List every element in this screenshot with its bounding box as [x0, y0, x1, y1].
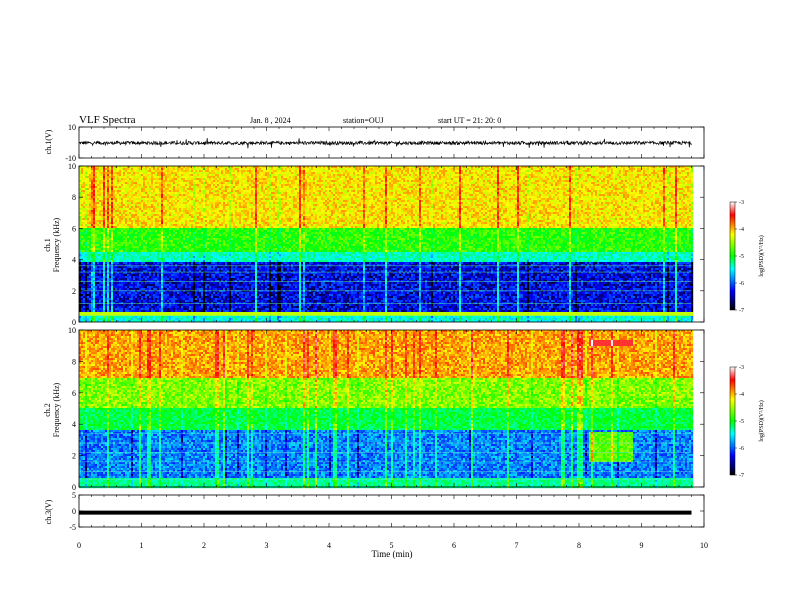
ch3-waveform-ytick-label: 5 — [72, 491, 76, 500]
ch2-colorbar-tick-label: -5 — [739, 419, 744, 425]
ch2-colorbar-tick-label: -3 — [739, 365, 744, 371]
ch1-waveform-ylabel: ch.1(V) — [44, 129, 53, 154]
ch2-spectrogram-ylabel-frequency: Frequency (kHz) — [52, 382, 61, 437]
ch2-spectrogram-ytick-label: 2 — [72, 452, 76, 461]
ch2-spectrogram-ytick-label: 10 — [68, 326, 76, 335]
ch2-spectrogram-ytick-label: 8 — [72, 357, 76, 366]
ch3-waveform-ytick-label: 0 — [72, 507, 76, 516]
ch1-colorbar-tick-label: -5 — [739, 254, 744, 260]
ch1-colorbar-label: log(PSD)(V²/Hz) — [758, 235, 765, 276]
x-tick-label: 6 — [452, 541, 456, 550]
ch1-colorbar-tick-label: -6 — [739, 281, 744, 287]
figure-title: VLF Spectra — [79, 114, 136, 126]
ch1-spectrogram-ytick-label: 10 — [68, 162, 76, 171]
ch2-colorbar-tick-label: -7 — [739, 473, 744, 479]
ch1-waveform-trace — [79, 138, 692, 148]
ch1-spectrogram-ytick-label: 8 — [72, 193, 76, 202]
ch2-colorbar-tick-label: -4 — [739, 392, 744, 398]
ch2-spectrogram-ylabel-channel: ch.2 — [43, 403, 52, 417]
ch1-spectrogram-ylabel-channel: ch.1 — [43, 238, 52, 252]
ch3-waveform-panel: 5 0 -5 — [69, 491, 704, 532]
x-tick-label: 10 — [700, 541, 708, 550]
ch1-colorbar-tick-label: -7 — [739, 308, 744, 314]
x-tick-label: 7 — [515, 541, 519, 550]
station-label: station=OUJ — [343, 116, 384, 125]
start-time-label: start UT = 21: 20: 0 — [438, 116, 501, 125]
x-axis-label: Time (min) — [372, 549, 413, 559]
ch1-spectrogram-image — [79, 166, 693, 322]
ch2-spectrogram-ytick-label: 4 — [72, 420, 76, 429]
ch2-spectrogram-image — [79, 330, 693, 488]
ch1-spectrogram-ytick-label: 6 — [72, 224, 76, 233]
x-tick-label: 9 — [640, 541, 644, 550]
ch2-colorbar-label: log(PSD)(V²/Hz) — [758, 400, 765, 441]
x-tick-label: 3 — [265, 541, 269, 550]
ch1-spectrogram-ytick-label: 2 — [72, 287, 76, 296]
x-tick-label: 4 — [327, 541, 331, 550]
ch1-colorbar-tick-label: -3 — [739, 200, 744, 206]
ch1-spectrogram-ytick-label: 4 — [72, 256, 76, 265]
ch1-waveform-panel: 10-10 — [65, 123, 704, 163]
ch2-colorbar-tick-label: -6 — [739, 446, 744, 452]
ch2-spectrogram-ytick-label: 6 — [72, 389, 76, 398]
ch1-colorbar-tick-label: -4 — [739, 227, 744, 233]
x-tick-label: 8 — [577, 541, 581, 550]
ch3-waveform-ytick-label: -5 — [69, 523, 76, 532]
ch1-waveform-ytick-label: 10 — [68, 123, 76, 132]
ch3-waveform-ylabel: ch.3(V) — [44, 499, 53, 524]
x-tick-label: 1 — [140, 541, 144, 550]
date-label: Jan. 8 , 2024 — [250, 116, 291, 125]
colorbar-ticks: -3 -4 -5 -6 -7 -3 -4 -5 -6 -7 — [735, 200, 744, 479]
x-tick-label: 2 — [202, 541, 206, 550]
ch1-spectrogram-ylabel-frequency: Frequency (kHz) — [52, 217, 61, 272]
x-tick-label: 0 — [77, 541, 81, 550]
